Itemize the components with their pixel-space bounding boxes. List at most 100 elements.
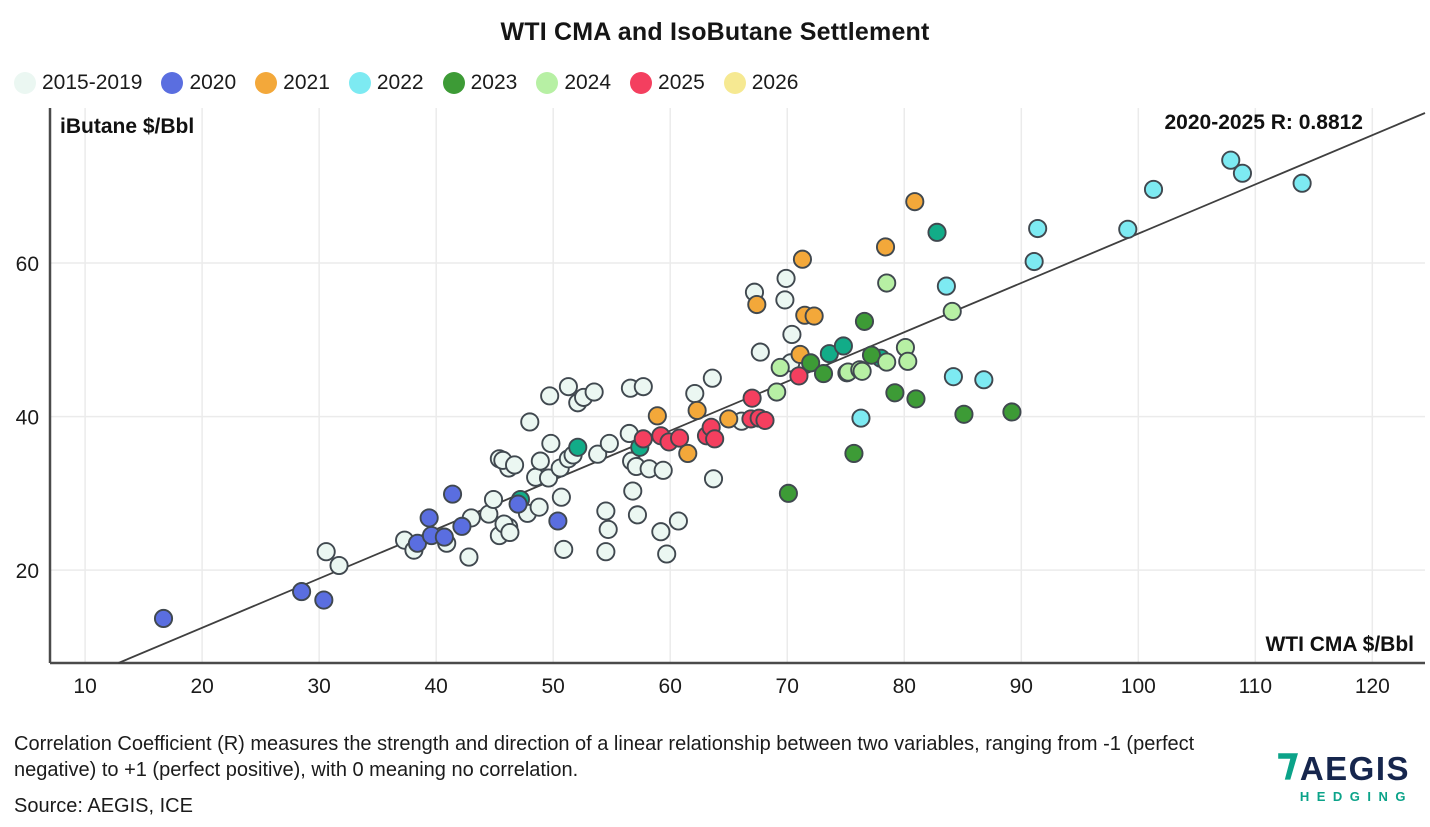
- point-2024[interactable]: [767, 382, 787, 402]
- legend-item-label: 2020: [189, 71, 237, 94]
- point-2024[interactable]: [852, 361, 872, 381]
- point-2015-2019[interactable]: [596, 542, 616, 562]
- point-2021[interactable]: [747, 294, 767, 315]
- point-2020[interactable]: [548, 511, 568, 531]
- point-2023[interactable]: [844, 443, 864, 463]
- point-2015-2019[interactable]: [685, 384, 705, 404]
- point-2021[interactable]: [792, 249, 812, 269]
- point-2021[interactable]: [719, 409, 739, 429]
- point-2015-2019[interactable]: [329, 555, 349, 576]
- point-2021[interactable]: [905, 192, 925, 212]
- point-2015-2019[interactable]: [668, 511, 688, 531]
- point-2025[interactable]: [789, 366, 809, 386]
- point-2023[interactable]: [885, 383, 905, 403]
- point-2023[interactable]: [1002, 402, 1022, 422]
- point-2015-2019[interactable]: [459, 547, 479, 567]
- point-2015-2019[interactable]: [558, 377, 578, 397]
- point-unlabeled-teal[interactable]: [927, 222, 947, 242]
- point-2022[interactable]: [1292, 173, 1312, 193]
- point-2022[interactable]: [1118, 219, 1138, 239]
- point-2025[interactable]: [670, 428, 690, 448]
- point-2021[interactable]: [804, 306, 824, 326]
- point-2021[interactable]: [875, 237, 896, 257]
- legend-item-2020[interactable]: 2020: [161, 71, 236, 95]
- point-2022[interactable]: [1221, 150, 1241, 170]
- point-2023[interactable]: [861, 345, 882, 365]
- point-2020[interactable]: [508, 494, 528, 514]
- legend-item-2025[interactable]: 2025: [630, 71, 705, 95]
- point-2015-2019[interactable]: [776, 268, 796, 288]
- point-2015-2019[interactable]: [703, 469, 724, 489]
- point-2015-2019[interactable]: [782, 324, 802, 345]
- point-2023[interactable]: [813, 364, 834, 384]
- point-2021[interactable]: [647, 406, 667, 426]
- point-2015-2019[interactable]: [520, 412, 540, 432]
- legend-item-2022[interactable]: 2022: [348, 71, 424, 95]
- point-2023[interactable]: [801, 353, 821, 373]
- point-2015-2019[interactable]: [529, 497, 549, 517]
- point-2023[interactable]: [954, 404, 974, 424]
- point-2024[interactable]: [942, 301, 962, 321]
- point-2015-2019[interactable]: [554, 539, 574, 559]
- point-2023[interactable]: [778, 483, 798, 503]
- point-2015-2019[interactable]: [775, 290, 795, 310]
- point-2024[interactable]: [770, 357, 790, 378]
- point-2015-2019[interactable]: [750, 342, 770, 362]
- point-2023[interactable]: [906, 389, 926, 409]
- point-2020[interactable]: [292, 582, 312, 602]
- point-2015-2019[interactable]: [623, 481, 643, 501]
- point-unlabeled-teal[interactable]: [568, 437, 588, 457]
- point-2015-2019[interactable]: [651, 522, 671, 542]
- legend-item-label: 2023: [470, 71, 518, 94]
- point-2022[interactable]: [1232, 163, 1252, 183]
- point-2020[interactable]: [419, 508, 439, 528]
- point-2022[interactable]: [1024, 251, 1044, 272]
- point-2015-2019[interactable]: [598, 519, 618, 539]
- point-unlabeled-teal[interactable]: [833, 336, 853, 356]
- legend-item-2021[interactable]: 2021: [255, 71, 330, 95]
- point-2015-2019[interactable]: [657, 544, 677, 564]
- point-2025[interactable]: [755, 410, 775, 430]
- point-2015-2019[interactable]: [540, 386, 560, 406]
- point-2015-2019[interactable]: [599, 433, 619, 454]
- legend-item-2024[interactable]: 2024: [536, 71, 611, 95]
- point-2024[interactable]: [898, 351, 918, 371]
- point-2025[interactable]: [633, 429, 653, 449]
- point-2024[interactable]: [877, 273, 897, 293]
- point-2022[interactable]: [1143, 179, 1164, 199]
- point-2015-2019[interactable]: [653, 460, 673, 480]
- point-2025[interactable]: [742, 388, 762, 408]
- legend-item-2015-2019[interactable]: 2015-2019: [14, 71, 142, 95]
- point-2015-2019[interactable]: [596, 501, 616, 521]
- point-2015-2019[interactable]: [530, 451, 550, 471]
- point-2021[interactable]: [678, 443, 698, 463]
- point-2020[interactable]: [443, 484, 463, 504]
- point-2020[interactable]: [434, 527, 454, 547]
- point-2021[interactable]: [687, 400, 707, 420]
- point-2020[interactable]: [314, 590, 334, 610]
- point-2022[interactable]: [974, 370, 994, 390]
- point-2015-2019[interactable]: [588, 444, 608, 464]
- point-2025[interactable]: [705, 429, 725, 449]
- point-2015-2019[interactable]: [551, 487, 571, 507]
- point-2022[interactable]: [851, 408, 871, 428]
- point-2015-2019[interactable]: [505, 455, 525, 475]
- point-2015-2019[interactable]: [702, 368, 722, 388]
- point-2015-2019[interactable]: [316, 542, 336, 562]
- point-2023[interactable]: [854, 311, 875, 331]
- correlation-annotation: 2020-2025 R: 0.8812: [1165, 111, 1364, 134]
- legend-item-2026[interactable]: 2026: [723, 71, 798, 95]
- point-2015-2019[interactable]: [584, 382, 604, 402]
- point-2015-2019[interactable]: [500, 522, 520, 543]
- point-2015-2019[interactable]: [627, 505, 647, 525]
- point-2015-2019[interactable]: [541, 433, 561, 454]
- point-2022[interactable]: [936, 276, 956, 296]
- point-2020[interactable]: [153, 608, 174, 629]
- point-2022[interactable]: [943, 367, 963, 387]
- point-2015-2019[interactable]: [633, 377, 653, 397]
- legend-item-2023[interactable]: 2023: [442, 71, 518, 95]
- point-2022[interactable]: [1028, 218, 1048, 239]
- point-2020[interactable]: [452, 516, 472, 536]
- point-2024[interactable]: [877, 352, 897, 372]
- point-2015-2019[interactable]: [483, 489, 504, 510]
